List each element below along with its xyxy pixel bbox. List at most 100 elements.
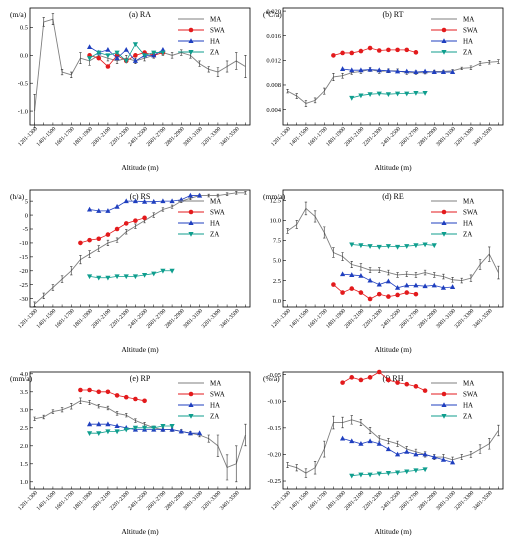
data-point bbox=[105, 53, 111, 59]
legend-marker bbox=[441, 391, 447, 397]
series-line-ma bbox=[287, 61, 499, 104]
data-point bbox=[394, 284, 401, 290]
error-bar bbox=[51, 13, 55, 26]
error-bar bbox=[313, 461, 317, 475]
y-tick-label: 5 bbox=[25, 198, 28, 205]
legend-marker bbox=[188, 209, 194, 215]
data-point bbox=[151, 198, 157, 204]
data-point bbox=[105, 46, 111, 52]
legend-label: SWA bbox=[210, 27, 225, 35]
data-point bbox=[422, 68, 428, 74]
data-point bbox=[404, 47, 410, 53]
data-point bbox=[431, 282, 437, 288]
error-bar bbox=[341, 416, 344, 429]
error-bar bbox=[70, 71, 73, 78]
error-bar bbox=[469, 65, 473, 70]
data-point bbox=[132, 58, 139, 63]
error-bar bbox=[235, 52, 238, 70]
error-bar bbox=[216, 67, 220, 77]
legend-label: SWA bbox=[463, 209, 478, 217]
data-point bbox=[141, 272, 148, 278]
plot-frame bbox=[282, 7, 504, 126]
error-bar bbox=[125, 413, 128, 418]
legend-label: SWA bbox=[210, 391, 225, 399]
panel-2: (b) RT0.0040.0080.0120.0160.020(℃/a)1201… bbox=[263, 7, 504, 172]
error-bar bbox=[341, 252, 344, 261]
data-point bbox=[132, 425, 139, 431]
error-bar bbox=[478, 61, 482, 66]
error-bar bbox=[60, 407, 64, 413]
data-point bbox=[349, 242, 355, 248]
legend-label: MA bbox=[463, 380, 474, 388]
error-bar bbox=[244, 191, 247, 195]
data-point bbox=[123, 274, 129, 280]
data-point bbox=[376, 91, 382, 97]
data-point bbox=[114, 393, 120, 398]
data-point bbox=[386, 377, 391, 383]
data-point bbox=[114, 203, 120, 209]
error-bar bbox=[244, 423, 247, 447]
legend-label: HA bbox=[463, 38, 473, 46]
data-point bbox=[151, 425, 157, 431]
legend-marker bbox=[188, 38, 194, 43]
data-point bbox=[349, 438, 355, 444]
x-tick-label: 3401-3500 bbox=[219, 490, 241, 512]
error-bar bbox=[51, 409, 55, 414]
data-point bbox=[169, 268, 175, 274]
error-bar bbox=[207, 193, 210, 198]
data-point bbox=[358, 48, 364, 54]
data-point bbox=[358, 67, 364, 73]
y-tick-label: -0.05 bbox=[267, 372, 281, 379]
series-line-ma bbox=[34, 192, 246, 305]
legend-label: ZA bbox=[210, 49, 219, 57]
data-point bbox=[141, 198, 148, 204]
legend-label: SWA bbox=[463, 391, 478, 399]
data-point bbox=[422, 242, 428, 248]
data-point bbox=[422, 90, 428, 96]
data-point bbox=[96, 55, 102, 61]
data-point bbox=[349, 95, 355, 101]
series-ma bbox=[286, 201, 500, 284]
x-axis-label: Altitude (m) bbox=[374, 163, 412, 172]
error-bar bbox=[79, 52, 82, 65]
y-axis-label: (m/a) bbox=[10, 10, 27, 19]
series-za bbox=[349, 90, 428, 101]
error-bar bbox=[51, 284, 55, 291]
panel-1: (a) RA-1.0-0.50.00.5(m/a)1201-13001401-1… bbox=[10, 7, 251, 172]
error-bar bbox=[460, 454, 463, 461]
data-point bbox=[431, 454, 437, 460]
data-point bbox=[151, 50, 157, 56]
y-tick-label: -20 bbox=[19, 268, 28, 275]
error-bar bbox=[350, 261, 353, 269]
y-tick-label: 2.0 bbox=[20, 443, 28, 450]
plot-frame bbox=[282, 371, 504, 490]
data-point bbox=[394, 68, 401, 74]
error-bar bbox=[497, 424, 500, 437]
error-bar bbox=[341, 72, 344, 79]
error-bar bbox=[304, 468, 308, 478]
y-tick-label: 1.0 bbox=[20, 479, 28, 486]
error-bar bbox=[497, 265, 500, 280]
error-bar bbox=[33, 416, 36, 421]
series-za bbox=[86, 268, 175, 281]
series-line-ma bbox=[287, 419, 499, 474]
data-point bbox=[422, 451, 428, 457]
error-bar bbox=[286, 228, 289, 234]
x-axis-label: Altitude (m) bbox=[374, 345, 412, 354]
data-point bbox=[187, 192, 194, 198]
data-point bbox=[376, 67, 382, 73]
series-swa bbox=[78, 387, 147, 404]
x-tick-label: 3401-3500 bbox=[219, 126, 241, 148]
data-point bbox=[349, 272, 355, 277]
error-bar bbox=[170, 204, 174, 209]
data-point bbox=[367, 375, 373, 380]
legend-label: MA bbox=[210, 16, 221, 24]
error-bar bbox=[433, 272, 436, 278]
data-point bbox=[105, 232, 111, 237]
error-bar bbox=[350, 415, 353, 425]
panel-title: (a) RA bbox=[129, 10, 151, 19]
legend-marker bbox=[188, 232, 194, 237]
error-bar bbox=[180, 49, 183, 56]
data-point bbox=[133, 218, 138, 223]
